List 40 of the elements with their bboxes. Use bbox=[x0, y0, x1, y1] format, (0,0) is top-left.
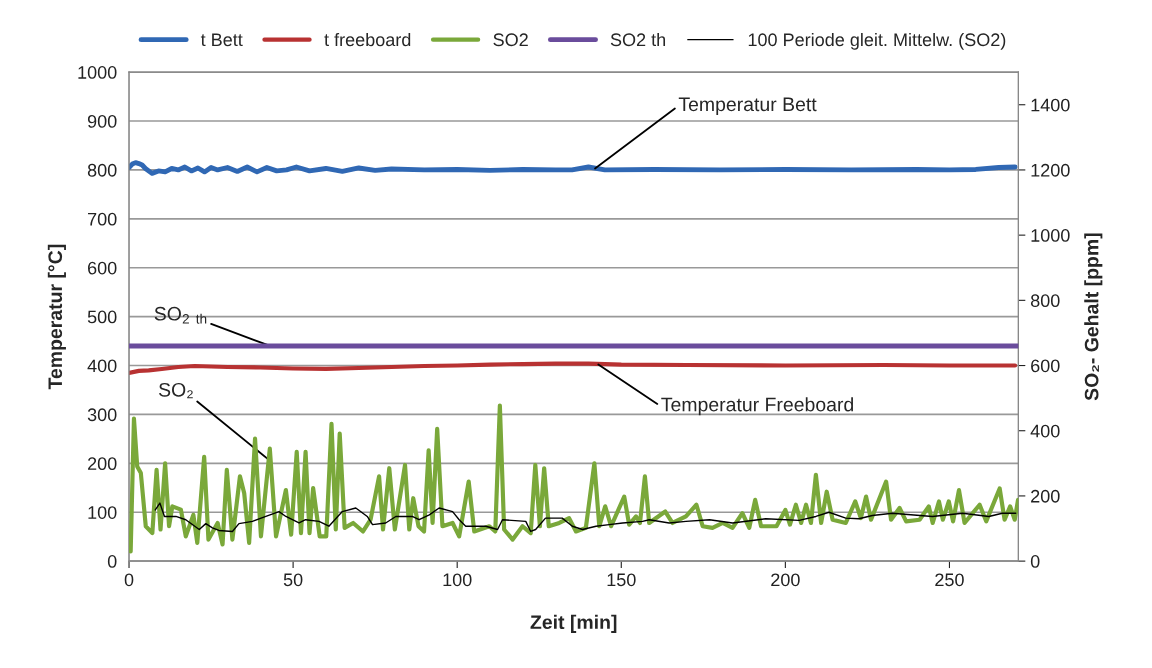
y-tick-label: 300 bbox=[87, 408, 117, 422]
y2-tick-label: 400 bbox=[1030, 424, 1060, 438]
x-tick-label: 250 bbox=[935, 573, 964, 587]
x-tick-label: 0 bbox=[124, 573, 134, 587]
y-tick-label: 700 bbox=[88, 212, 117, 226]
y2-axis-title: SO₂- Gehalt [ppm] bbox=[1084, 233, 1103, 401]
legend-label: t Bett bbox=[200, 33, 243, 47]
annotation: Temperatur Freeboard bbox=[661, 397, 854, 416]
y-tick-label: 400 bbox=[87, 359, 117, 373]
legend-label: 100 Periode gleit. Mittelw. (SO2) bbox=[748, 32, 1006, 50]
legend-label: SO2 bbox=[493, 33, 528, 47]
annotation: Temperatur Bett bbox=[678, 97, 817, 116]
y-tick-label: 100 bbox=[88, 506, 117, 519]
y2-tick-label: 800 bbox=[1030, 294, 1060, 308]
x-tick-label: 150 bbox=[607, 573, 636, 587]
y-tick-label: 600 bbox=[88, 261, 117, 275]
x-tick-label: 100 bbox=[443, 573, 472, 587]
y2-tick-label: 600 bbox=[1031, 359, 1060, 373]
y-tick-label: 900 bbox=[87, 114, 117, 128]
y2-tick-label: 1400 bbox=[1031, 98, 1070, 112]
x-tick-label: 200 bbox=[771, 573, 800, 587]
y2-tick-label: 1000 bbox=[1031, 229, 1070, 242]
line-series bbox=[129, 361, 1018, 375]
y2-tick-label: 1200 bbox=[1031, 163, 1070, 177]
y-tick-label: 1000 bbox=[78, 66, 117, 79]
line-series bbox=[154, 502, 1017, 533]
y-tick-label: 0 bbox=[107, 555, 117, 568]
annotation: SO$_{2 th}$ bbox=[154, 306, 207, 324]
y-axis-title: Temperatur [°C] bbox=[47, 244, 66, 390]
annotation: SO₂ bbox=[158, 382, 193, 399]
y2-tick-label: 0 bbox=[1030, 555, 1040, 568]
x-tick-label: 50 bbox=[283, 573, 303, 587]
y2-tick-label: 200 bbox=[1031, 489, 1060, 503]
y-tick-label: 800 bbox=[87, 163, 117, 177]
legend-label: SO2 th bbox=[610, 32, 666, 47]
legend-label: t freeboard bbox=[324, 32, 411, 47]
line-series bbox=[129, 160, 1018, 176]
y-tick-label: 200 bbox=[88, 457, 117, 471]
x-axis-title: Zeit [min] bbox=[530, 614, 617, 633]
y-tick-label: 500 bbox=[87, 310, 117, 324]
